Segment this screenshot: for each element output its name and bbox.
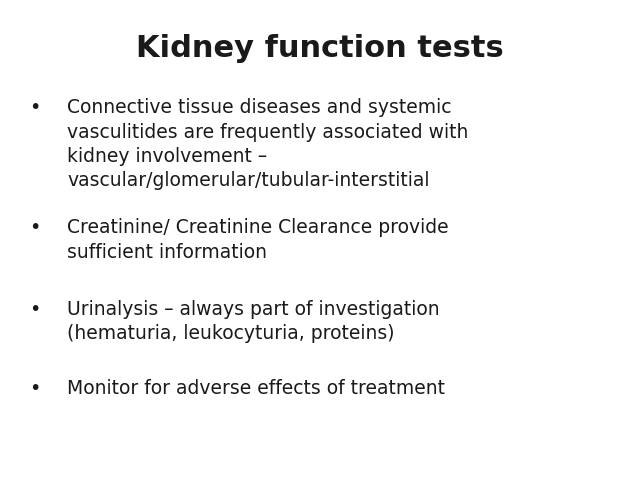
- Text: Monitor for adverse effects of treatment: Monitor for adverse effects of treatment: [67, 379, 445, 398]
- Text: Connective tissue diseases and systemic
vasculitides are frequently associated w: Connective tissue diseases and systemic …: [67, 98, 468, 190]
- Text: •: •: [29, 218, 41, 238]
- Text: Urinalysis – always part of investigation
(hematuria, leukocyturia, proteins): Urinalysis – always part of investigatio…: [67, 300, 440, 343]
- Text: •: •: [29, 300, 41, 319]
- Text: Creatinine/ Creatinine Clearance provide
sufficient information: Creatinine/ Creatinine Clearance provide…: [67, 218, 449, 262]
- Text: •: •: [29, 379, 41, 398]
- Text: Kidney function tests: Kidney function tests: [136, 34, 504, 62]
- Text: •: •: [29, 98, 41, 118]
